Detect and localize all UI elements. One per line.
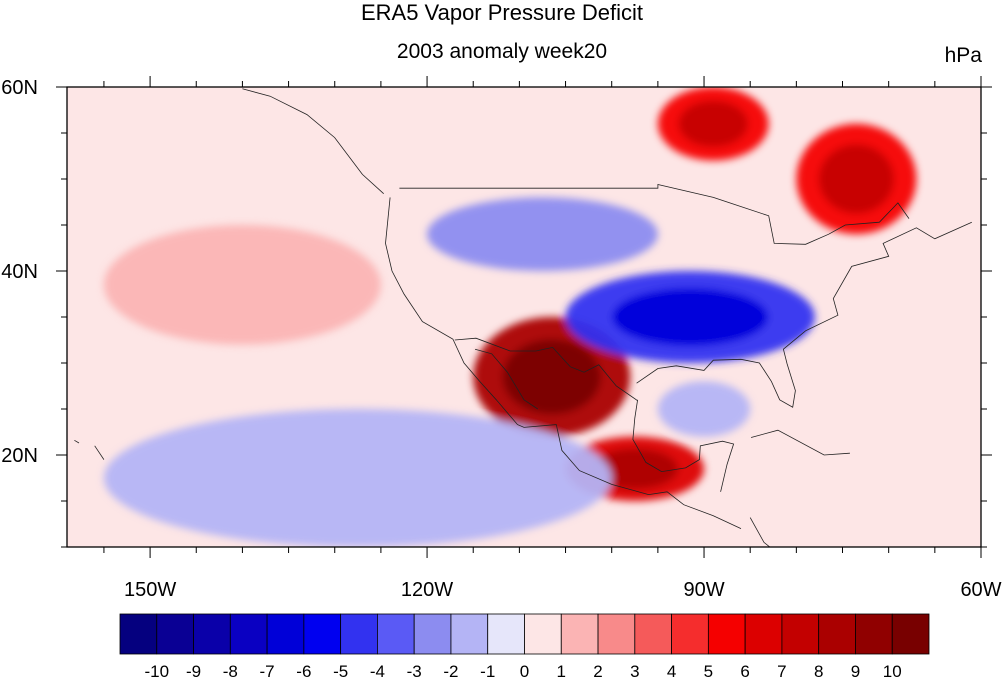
anomaly-core: [678, 100, 748, 147]
colorbar-label: -2: [443, 662, 458, 681]
anomaly-field: [67, 87, 981, 547]
colorbar-swatch: [266, 613, 305, 655]
coastline-segment: [749, 517, 771, 547]
y-tick-label: 40N: [1, 261, 38, 283]
colorbar-swatch: [744, 613, 783, 655]
anomaly-region: [103, 409, 612, 547]
anomaly-core: [818, 144, 894, 214]
colorbar-swatch: [891, 613, 930, 655]
coastline-segment: [454, 337, 638, 402]
units-label: hPa: [944, 44, 982, 67]
colorbar-label: -8: [223, 662, 238, 681]
colorbar-swatch: [634, 613, 672, 655]
x-axis: 150W 120W 90W 60W: [103, 76, 1002, 601]
colorbar-label: 0: [520, 662, 529, 681]
coastline-segment: [750, 429, 850, 456]
colorbar-swatch: [818, 613, 856, 655]
colorbar-swatch: [340, 613, 378, 655]
colorbar-swatch: [119, 613, 158, 655]
x-tick-label: 150W: [124, 579, 176, 601]
colorbar-label: -4: [370, 662, 385, 681]
coastline-segment: [94, 445, 105, 460]
colorbar: -10 -9 -8 -7 -6 -5 -4 -3 -2 -1 0 1 2 3 4 5 6 7 8 9 10: [119, 613, 930, 681]
colorbar-swatch: [377, 613, 415, 655]
colorbar-swatch: [487, 613, 525, 655]
colorbar-label: 2: [593, 662, 602, 681]
colorbar-swatch: [707, 613, 746, 655]
anomaly-core: [502, 339, 601, 415]
colorbar-swatch: [229, 613, 268, 655]
colorbar-label: 6: [740, 662, 749, 681]
x-tick-label: 120W: [401, 579, 453, 601]
anomaly-region: [427, 197, 658, 271]
colorbar-swatch: [597, 613, 636, 655]
colorbar-label: -7: [260, 662, 275, 681]
coastline-segment: [399, 183, 910, 245]
coastline-segment: [632, 399, 735, 492]
colorbar-label: 3: [630, 662, 639, 681]
colorbar-swatch: [524, 613, 562, 655]
chart-subtitle: 2003 anomaly week20: [396, 40, 608, 63]
colorbar-label: -3: [407, 662, 422, 681]
colorbar-swatch: [781, 613, 820, 655]
y-axis: 60N 40N 20N: [1, 77, 992, 548]
chart-title: ERA5 Vapor Pressure Deficit: [360, 0, 644, 25]
coastline-segment: [385, 197, 742, 529]
anomaly-region: [657, 381, 751, 437]
coastline-segment: [636, 221, 972, 408]
y-tick-label: 60N: [1, 77, 38, 99]
coastlines: [74, 88, 972, 547]
colorbar-swatch: [193, 613, 231, 655]
colorbar-label: -6: [296, 662, 311, 681]
colorbar-label: -9: [186, 662, 201, 681]
colorbar-swatch: [413, 613, 452, 655]
anomaly-region: [103, 224, 381, 345]
colorbar-label: 8: [814, 662, 823, 681]
colorbar-swatch: [671, 613, 709, 655]
colorbar-label: 10: [883, 662, 902, 681]
y-tick-label: 20N: [1, 445, 38, 467]
colorbar-swatch: [855, 613, 893, 655]
colorbar-swatch: [450, 613, 489, 655]
colorbar-swatch: [560, 613, 599, 655]
colorbar-label: -5: [333, 662, 348, 681]
anomaly-core: [591, 448, 679, 489]
colorbar-label: -1: [480, 662, 495, 681]
colorbar-label: -10: [144, 662, 169, 681]
colorbar-label: 1: [557, 662, 566, 681]
colorbar-label: 7: [777, 662, 786, 681]
coastline-segment: [474, 348, 539, 410]
colorbar-label: 4: [667, 662, 676, 681]
colorbar-swatch: [303, 613, 342, 655]
anomaly-core: [612, 288, 769, 346]
coastline-segment: [242, 88, 384, 194]
colorbar-label: 9: [851, 662, 860, 681]
x-tick-label: 60W: [960, 579, 1001, 601]
coastline-segment: [74, 439, 80, 444]
x-tick-label: 90W: [683, 579, 724, 601]
colorbar-swatch: [156, 613, 194, 655]
colorbar-label: 5: [704, 662, 713, 681]
